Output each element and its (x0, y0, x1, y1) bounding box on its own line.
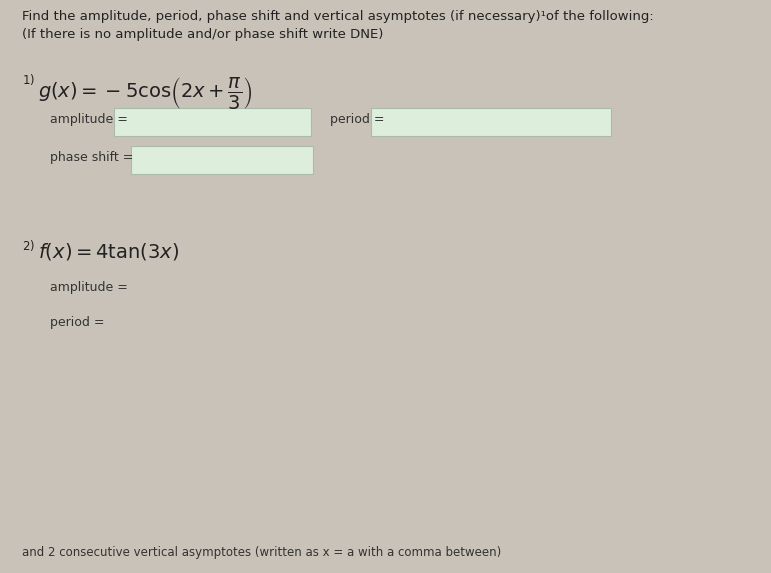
Text: $^{2)}$: $^{2)}$ (22, 241, 35, 259)
Text: period =: period = (330, 113, 385, 126)
Text: amplitude =: amplitude = (50, 281, 128, 294)
FancyBboxPatch shape (114, 108, 311, 136)
FancyBboxPatch shape (131, 146, 313, 174)
Text: amplitude =: amplitude = (50, 113, 128, 126)
Text: $^{1)}$: $^{1)}$ (22, 75, 35, 93)
Text: phase shift =: phase shift = (50, 151, 133, 164)
Text: $g(x) = -5\cos\!\left(2x+\dfrac{\pi}{3}\right)$: $g(x) = -5\cos\!\left(2x+\dfrac{\pi}{3}\… (38, 75, 253, 111)
Text: and 2 consecutive vertical asymptotes (written as x = a with a comma between): and 2 consecutive vertical asymptotes (w… (22, 546, 501, 559)
FancyBboxPatch shape (371, 108, 611, 136)
Text: period =: period = (50, 316, 105, 329)
Text: Find the amplitude, period, phase shift and vertical asymptotes (if necessary)¹o: Find the amplitude, period, phase shift … (22, 10, 654, 23)
Text: $f(x) = 4\tan(3x)$: $f(x) = 4\tan(3x)$ (38, 241, 180, 262)
Text: (If there is no amplitude and/or phase shift write DNE): (If there is no amplitude and/or phase s… (22, 28, 383, 41)
